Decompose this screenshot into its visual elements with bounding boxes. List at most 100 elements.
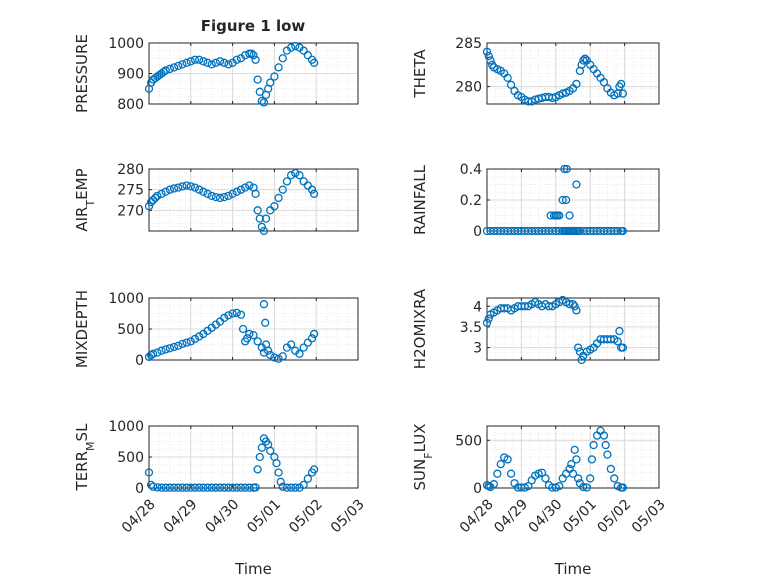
axes-box — [486, 425, 660, 489]
data-point — [207, 60, 216, 69]
data-point — [253, 206, 262, 215]
data-point — [165, 64, 175, 74]
y-tick-label: 1000 — [108, 419, 144, 435]
data-point — [203, 58, 212, 67]
data-point — [574, 343, 583, 352]
data-point — [617, 79, 626, 89]
data-point — [291, 483, 300, 492]
data-point — [541, 474, 550, 483]
y-tick-label: 0.4 — [460, 162, 482, 178]
data-point — [157, 189, 166, 198]
data-point — [224, 60, 233, 69]
data-point — [249, 331, 258, 340]
data-point — [274, 63, 283, 72]
data-point — [572, 306, 581, 315]
data-point — [236, 185, 246, 194]
x-tick-label: 05/03 — [629, 496, 669, 536]
data-point — [224, 191, 233, 201]
data-point — [182, 58, 191, 67]
data-point — [303, 474, 312, 483]
data-point — [618, 89, 628, 98]
data-point — [299, 46, 308, 55]
data-point — [207, 191, 216, 201]
data-point — [291, 168, 300, 178]
data-point — [153, 483, 162, 492]
y-tick-label: 280 — [455, 80, 482, 96]
axes-box — [486, 42, 660, 105]
data-point — [178, 483, 187, 492]
data-point — [228, 189, 237, 198]
data-point — [555, 481, 564, 491]
data-point — [286, 43, 296, 52]
y-tick-label: 0.2 — [460, 193, 482, 209]
data-point — [261, 214, 271, 223]
data-point — [618, 343, 628, 352]
data-point — [186, 337, 195, 346]
data-point — [307, 334, 317, 343]
data-point — [220, 313, 229, 322]
data-point — [574, 474, 583, 483]
data-point — [220, 58, 229, 67]
data-point — [286, 340, 296, 349]
data-point — [178, 60, 187, 69]
data-point — [266, 78, 275, 87]
data-point — [278, 482, 287, 491]
data-point — [253, 337, 262, 346]
x-tick-label: 04/30 — [526, 496, 566, 536]
data-point — [534, 469, 543, 478]
data-point — [266, 446, 275, 455]
subplot-2: 280 285 THETA — [411, 36, 660, 106]
data-point — [309, 58, 319, 67]
data-point — [263, 346, 273, 355]
data-point — [211, 483, 221, 492]
data-point — [232, 55, 241, 64]
data-point — [503, 73, 512, 83]
data-point — [603, 450, 612, 459]
data-point — [484, 51, 493, 61]
data-point — [309, 189, 319, 198]
data-point — [157, 483, 166, 492]
data-point — [255, 214, 264, 223]
data-point — [282, 483, 292, 492]
data-point — [211, 192, 221, 202]
data-point — [601, 440, 610, 450]
data-point — [195, 185, 204, 194]
data-point — [303, 181, 312, 190]
data-point — [169, 184, 179, 193]
y-tick-label: 285 — [455, 36, 482, 52]
data-point — [572, 455, 581, 464]
data-point — [558, 195, 567, 205]
data-point — [245, 329, 254, 339]
data-point — [215, 193, 225, 203]
data-point — [161, 345, 170, 354]
x-axis-label: Time — [234, 560, 272, 578]
y-tick-label: 0 — [473, 224, 482, 240]
y-tick-label: 270 — [117, 203, 144, 219]
data-point — [182, 181, 191, 190]
data-point — [259, 98, 269, 107]
data-point — [282, 177, 292, 186]
data-point — [270, 353, 279, 362]
x-tick-label: 04/28 — [457, 496, 497, 536]
data-point — [286, 483, 296, 492]
data-point — [247, 49, 256, 58]
data-point — [568, 300, 578, 309]
data-point — [558, 89, 567, 98]
data-point — [567, 460, 576, 469]
subplot-6: 3 3.5 4 H2OMIXRA — [411, 288, 660, 369]
data-point — [190, 55, 200, 64]
subplot-1: 800 900 1000 PRESSURE — [73, 34, 359, 113]
data-point — [174, 61, 183, 71]
data-point — [169, 342, 179, 352]
data-point — [153, 191, 162, 201]
y-axis-label: RAINFALL — [411, 164, 429, 235]
data-point — [146, 197, 156, 207]
data-point — [215, 57, 225, 66]
data-point — [257, 222, 267, 232]
data-point — [599, 431, 609, 440]
data-point — [582, 483, 591, 492]
data-point — [203, 483, 212, 492]
data-point — [506, 469, 516, 478]
data-point — [577, 60, 586, 69]
